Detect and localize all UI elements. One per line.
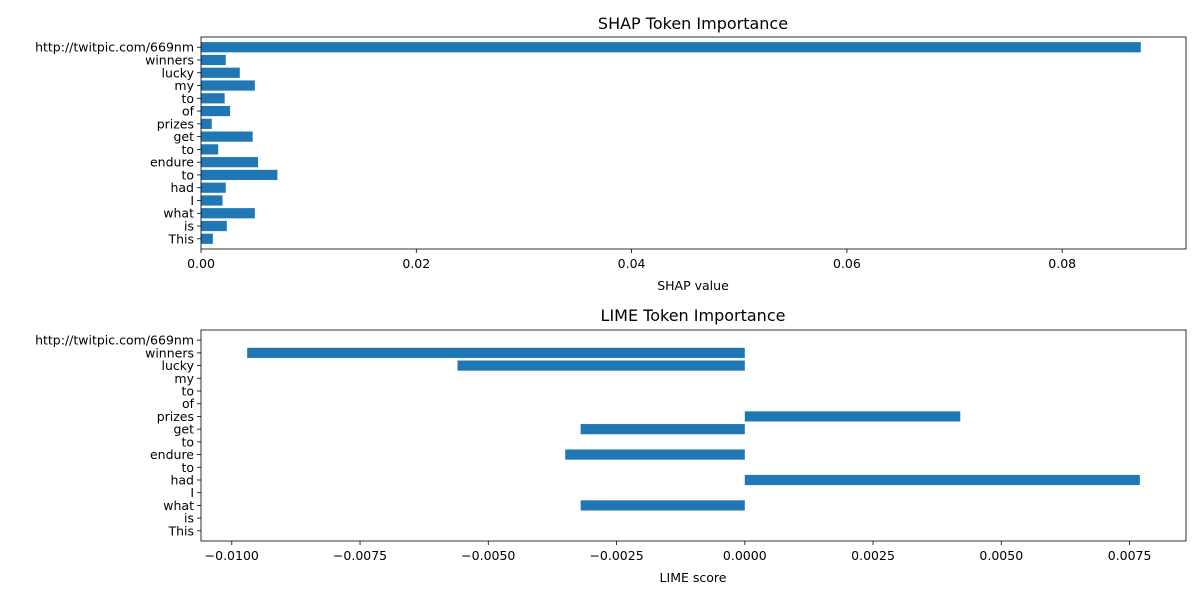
shap-y-tick-label: I bbox=[190, 193, 194, 208]
lime-bar bbox=[565, 449, 745, 460]
lime-y-tick-label: my bbox=[174, 371, 194, 386]
lime-x-tick-label: 0.0075 bbox=[1108, 548, 1152, 563]
lime-x-tick-label: 0.0000 bbox=[723, 548, 767, 563]
shap-y-tick-label: prizes bbox=[157, 116, 194, 131]
lime-y-tick-label: to bbox=[181, 384, 194, 399]
shap-x-tick-label: 0.06 bbox=[833, 256, 861, 271]
lime-y-tick-label: lucky bbox=[162, 358, 195, 373]
shap-y-tick-label: lucky bbox=[162, 65, 195, 80]
lime-y-tick-label: prizes bbox=[157, 409, 194, 424]
shap-chart-panel: SHAP Token Importance SHAP value Thisisw… bbox=[35, 14, 1187, 293]
shap-y-tick-label: what bbox=[163, 206, 194, 221]
lime-chart-title: LIME Token Importance bbox=[601, 306, 786, 325]
lime-y-tick-label: is bbox=[184, 511, 194, 526]
lime-y-tick-label: what bbox=[163, 498, 194, 513]
shap-bar bbox=[201, 42, 1141, 53]
shap-y-tick-label: endure bbox=[150, 155, 194, 170]
shap-bar bbox=[201, 169, 278, 181]
shap-y-tick-label: to bbox=[181, 167, 194, 182]
shap-y-tick-label: http://twitpic.com/669nm bbox=[35, 40, 194, 55]
lime-y-tick-label: had bbox=[170, 472, 194, 487]
shap-bar bbox=[201, 220, 227, 232]
shap-axes-frame bbox=[200, 36, 1187, 250]
shap-y-tick-label: winners bbox=[145, 52, 194, 67]
shap-bar bbox=[201, 118, 212, 129]
lime-y-tick-label: to bbox=[181, 460, 194, 475]
shap-x-tick-label: 0.08 bbox=[1048, 256, 1076, 271]
shap-y-tick-label: is bbox=[184, 219, 194, 234]
shap-y-tick-label: had bbox=[170, 180, 194, 195]
lime-axes-frame bbox=[200, 329, 1187, 542]
lime-y-tick-label: This bbox=[167, 523, 194, 538]
shap-bar bbox=[201, 105, 231, 117]
shap-y-tick-label: of bbox=[182, 104, 195, 119]
lime-y-tick-label: to bbox=[181, 434, 194, 449]
shap-bar bbox=[201, 54, 226, 66]
lime-x-tick-label: −0.0075 bbox=[333, 548, 387, 563]
shap-bar bbox=[201, 182, 226, 193]
lime-bar bbox=[744, 474, 1140, 486]
lime-y-tick-label: of bbox=[182, 396, 195, 411]
lime-chart-panel: LIME Token Importance LIME score Thisisw… bbox=[35, 306, 1187, 585]
shap-bar bbox=[201, 208, 255, 219]
shap-y-tick-label: to bbox=[181, 91, 194, 106]
lime-y-tick-label: endure bbox=[150, 447, 194, 462]
shap-bar bbox=[201, 233, 213, 244]
lime-x-tick-label: 0.0025 bbox=[851, 548, 895, 563]
shap-chart-title: SHAP Token Importance bbox=[598, 14, 788, 33]
shap-x-tick-label: 0.02 bbox=[402, 256, 430, 271]
lime-y-tick-label: get bbox=[173, 422, 194, 437]
shap-bar bbox=[201, 80, 255, 91]
lime-bar bbox=[580, 424, 745, 435]
shap-x-tick-label: 0.00 bbox=[187, 256, 215, 271]
lime-x-tick-label: −0.0100 bbox=[205, 548, 259, 563]
lime-x-tick-label: −0.0050 bbox=[461, 548, 515, 563]
lime-bar bbox=[457, 360, 745, 371]
lime-bar bbox=[744, 411, 961, 422]
shap-x-tick-label: 0.04 bbox=[618, 256, 646, 271]
lime-y-tick-label: winners bbox=[145, 345, 194, 360]
lime-x-tick-label: 0.0050 bbox=[979, 548, 1023, 563]
shap-bar bbox=[201, 93, 225, 104]
shap-x-axis-label: SHAP value bbox=[657, 278, 729, 293]
lime-bar bbox=[580, 500, 745, 511]
shap-bar bbox=[201, 195, 223, 206]
shap-bar bbox=[201, 131, 253, 142]
shap-bar bbox=[201, 144, 219, 155]
lime-y-tick-label: http://twitpic.com/669nm bbox=[35, 333, 194, 348]
shap-y-tick-label: to bbox=[181, 142, 194, 157]
lime-x-axis-label: LIME score bbox=[660, 570, 727, 585]
lime-bar bbox=[247, 347, 745, 358]
shap-bar bbox=[201, 67, 240, 78]
lime-y-tick-label: I bbox=[190, 485, 194, 500]
shap-y-tick-label: my bbox=[174, 78, 194, 93]
lime-x-tick-label: −0.0025 bbox=[589, 548, 643, 563]
shap-y-tick-label: get bbox=[173, 129, 194, 144]
shap-y-tick-label: This bbox=[167, 231, 194, 246]
shap-bar bbox=[201, 157, 259, 168]
